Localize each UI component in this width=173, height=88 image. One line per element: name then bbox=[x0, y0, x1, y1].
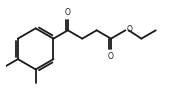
Text: O: O bbox=[127, 25, 133, 34]
Text: O: O bbox=[108, 52, 114, 61]
Text: O: O bbox=[65, 8, 71, 17]
